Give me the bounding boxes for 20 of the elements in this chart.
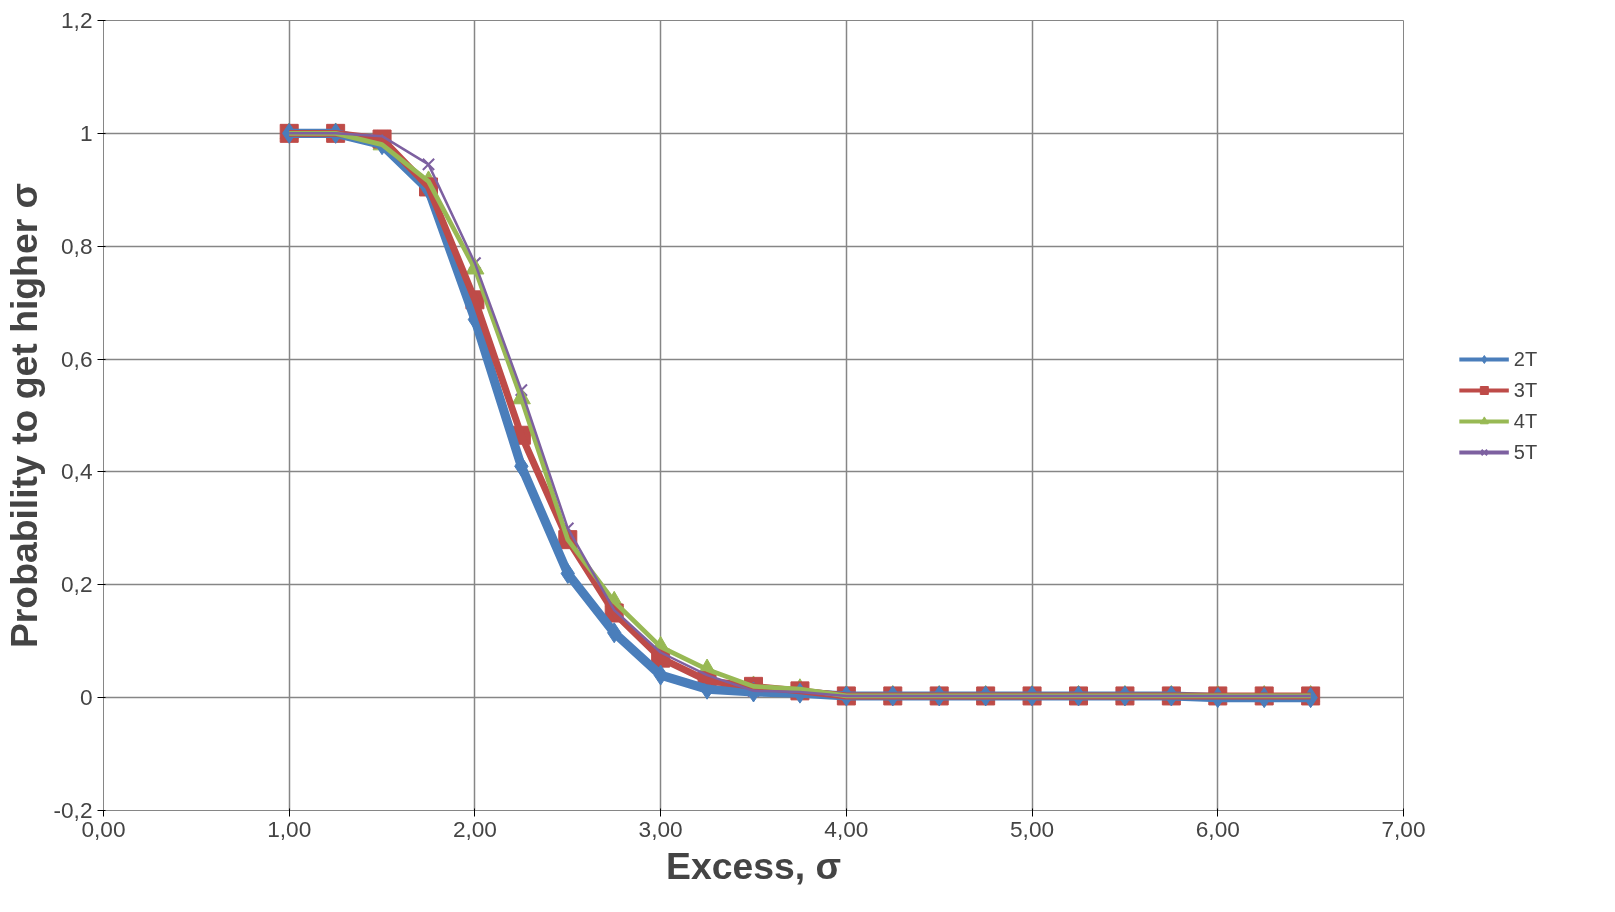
x-tick-label: 4,00 — [824, 815, 869, 842]
legend-label: 3T — [1513, 378, 1538, 402]
x-tick-label: 1,00 — [267, 815, 312, 842]
y-tick-label: 0,2 — [61, 571, 93, 598]
x-tick-label: 7,00 — [1381, 815, 1426, 842]
x-tick-label: 6,00 — [1195, 815, 1240, 842]
y-tick-label: 0,4 — [61, 458, 93, 485]
x-tick-label: 3,00 — [638, 815, 683, 842]
legend-label: 5T — [1513, 440, 1538, 464]
y-tick-label: 1,2 — [61, 7, 93, 33]
legend-label: 2T — [1513, 347, 1538, 371]
x-axis-title: Excess, σ — [666, 844, 841, 887]
y-tick-label: 0 — [79, 684, 93, 711]
y-tick-label: 1 — [79, 119, 93, 146]
x-tick-label: 5,00 — [1010, 815, 1055, 842]
y-axis-title: Probability to get higher σ — [3, 182, 46, 649]
y-tick-label: 0,8 — [61, 232, 93, 259]
legend-label: 4T — [1513, 409, 1538, 433]
x-tick-label: 2,00 — [452, 815, 497, 842]
y-tick-label: 0,6 — [61, 345, 93, 372]
